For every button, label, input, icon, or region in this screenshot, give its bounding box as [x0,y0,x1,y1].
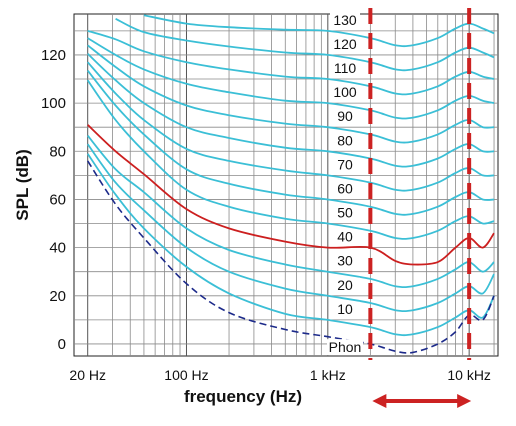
phon-label-bg [330,85,360,101]
phon-label-50: 50 [337,205,353,221]
plot-frame [73,13,499,357]
phon-label-bg [330,61,360,77]
y-tick-label: 80 [49,143,66,160]
phon-label-bg [330,12,360,28]
x-tick-label: 20 Hz [69,367,106,383]
phon-label-100: 100 [333,84,357,100]
phon-unit-label: Phon [329,339,362,355]
x-tick-label: 100 Hz [164,367,208,383]
phon-unit-bg [327,339,363,356]
phon-label-60: 60 [337,180,353,196]
phon-label-bg [330,181,360,197]
band-arrow-head-right [457,394,472,408]
y-tick-label: 100 [41,95,66,112]
phon-label-bg [330,133,360,149]
x-tick-label: 1 kHz [310,367,346,383]
phon-label-bg [330,229,360,245]
phon-label-bg [330,277,360,293]
y-tick-label: 120 [41,47,66,64]
phon-curve-70 [87,61,495,192]
y-tick-label: 20 [49,288,66,305]
y-tick-label: 0 [58,336,66,353]
band-arrow-head-left [372,394,387,408]
phon-curve-50 [86,79,495,240]
phon-label-30: 30 [337,253,353,269]
phon-curve-60 [86,70,495,216]
phon-label-bg [330,205,360,221]
y-axis-title: SPL (dB) [13,149,32,220]
phon-label-bg [330,157,360,173]
phon-label-120: 120 [333,36,357,52]
phon-label-bg [330,253,360,269]
x-tick-label: 10 kHz [447,367,491,383]
phon-label-70: 70 [337,156,353,172]
y-tick-label: 60 [49,191,66,208]
phon-curve-30 [87,135,495,288]
phon-label-20: 20 [337,277,353,293]
phon-label-40: 40 [337,229,353,245]
y-tick-label: 40 [49,240,66,257]
x-axis-title: frequency (Hz) [184,387,302,406]
phon-curve-20 [86,143,495,312]
phon-label-10: 10 [337,301,353,317]
phon-label-130: 130 [333,12,357,28]
phon-label-110: 110 [334,60,357,76]
phon-label-80: 80 [337,132,353,148]
phon-curve-10 [86,153,495,337]
phon-label-90: 90 [337,108,353,124]
phon-label-bg [330,36,360,52]
phon-label-bg [330,109,360,125]
phon-label-bg [330,301,360,317]
